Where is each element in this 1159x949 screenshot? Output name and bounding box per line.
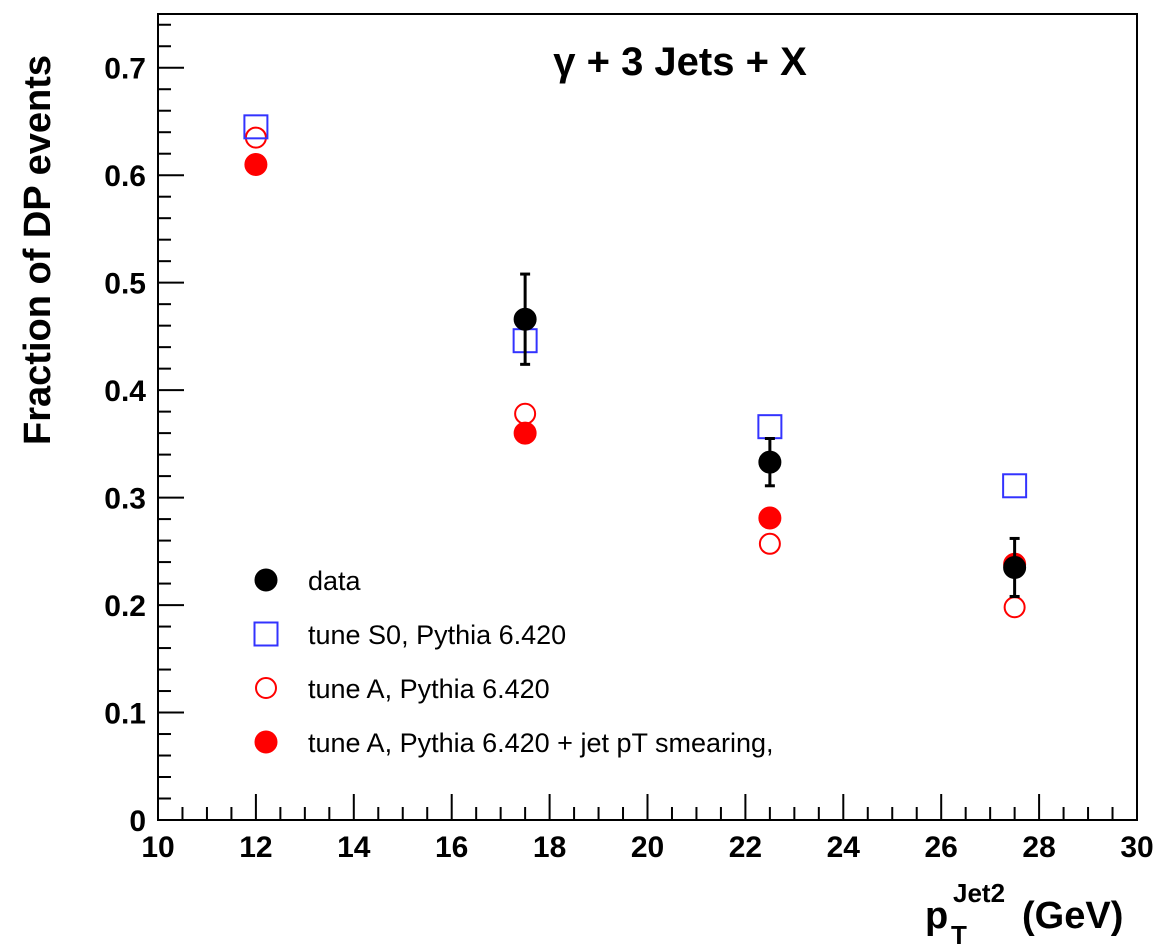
- data-point: [513, 421, 537, 445]
- y-axis-tick-labels: 0 0.1 0.2 0.3 0.4 0.5 0.6 0.7: [104, 53, 146, 838]
- data-point: [514, 402, 537, 425]
- data-point: [244, 152, 268, 176]
- y-tick-label: 0.3: [104, 483, 146, 516]
- legend: data tune S0, Pythia 6.420 tune A, Pythia …: [253, 566, 774, 758]
- x-tick-label: 16: [435, 831, 468, 864]
- plot-frame: [157, 13, 1138, 821]
- series-0: [513, 272, 1027, 598]
- legend-marker: [254, 730, 278, 754]
- x-tick-label: 10: [141, 831, 174, 864]
- x-tick-label: 28: [1022, 831, 1055, 864]
- series-2: [244, 126, 1026, 619]
- legend-marker: [253, 621, 279, 647]
- x-tick-label: 14: [337, 831, 371, 864]
- series-1: [243, 114, 1028, 499]
- x-tick-label: 26: [925, 831, 958, 864]
- y-tick-label: 0.1: [104, 698, 146, 731]
- data-point: [513, 307, 537, 331]
- legend-label: tune A, Pythia 6.420: [308, 674, 550, 704]
- x-tick-label: 24: [827, 831, 861, 864]
- legend-label: tune A, Pythia 6.420 + jet pT smearing,: [308, 728, 774, 758]
- legend-marker: [255, 677, 277, 699]
- y-axis-ticks: [158, 23, 184, 821]
- data-point: [758, 506, 782, 530]
- x-tick-label: 30: [1120, 831, 1153, 864]
- y-tick-label: 0: [129, 805, 146, 838]
- data-point: [1003, 596, 1026, 619]
- x-axis-label-superscript: Jet2: [953, 878, 1005, 908]
- data-point: [758, 532, 781, 555]
- x-axis-tick-labels: 10 12 14 16 18 20 22 24 26 28 30: [141, 831, 1153, 864]
- data-point: [758, 450, 782, 474]
- x-tick-label: 18: [533, 831, 566, 864]
- legend-marker: [254, 568, 278, 592]
- legend-label: data: [308, 566, 362, 596]
- y-tick-label: 0.6: [104, 160, 146, 193]
- series-layer: [243, 114, 1028, 619]
- y-tick-label: 0.4: [104, 375, 146, 408]
- data-point: [243, 114, 269, 140]
- x-axis-label-unit: (GeV): [1022, 895, 1123, 937]
- chart-title: γ + 3 Jets + X: [553, 40, 807, 84]
- x-tick-label: 12: [239, 831, 272, 864]
- x-axis-label-subscript: T: [951, 920, 967, 949]
- series-3: [244, 152, 1027, 576]
- data-point: [1003, 555, 1027, 579]
- data-point: [757, 414, 783, 440]
- y-tick-label: 0.2: [104, 590, 146, 623]
- y-axis-label: Fraction of DP events: [17, 55, 59, 445]
- plot-border: [157, 13, 1138, 821]
- legend-label: tune S0, Pythia 6.420: [308, 620, 566, 650]
- x-tick-label: 22: [729, 831, 762, 864]
- data-point: [1002, 473, 1028, 499]
- y-tick-label: 0.7: [104, 53, 146, 86]
- x-axis-ticks: [157, 794, 1138, 820]
- x-tick-label: 20: [631, 831, 664, 864]
- x-axis-label-main: p: [925, 895, 948, 937]
- y-tick-label: 0.5: [104, 268, 146, 301]
- x-axis-label: p T Jet2 (GeV): [925, 878, 1123, 949]
